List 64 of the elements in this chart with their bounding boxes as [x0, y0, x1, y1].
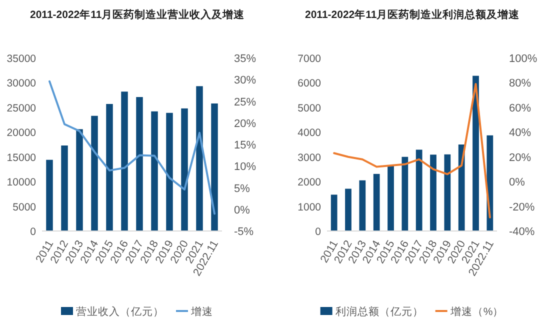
y-tick-label: 25000 [6, 102, 36, 114]
y2-tick-label: 40% [509, 127, 532, 140]
bar [402, 156, 408, 231]
chart-title: 2011-2022年11月医药制造业利润总额及增速 [305, 8, 521, 21]
legend-label: 增速（%） [449, 305, 504, 318]
bar [61, 145, 68, 231]
y-tick-label: 5000 [298, 102, 322, 114]
bar [151, 111, 158, 231]
bar [416, 150, 422, 231]
bar [359, 180, 366, 231]
bar [106, 104, 113, 231]
y-tick-label: 0 [30, 226, 36, 238]
bar [388, 166, 394, 231]
y-tick-label: 7000 [298, 53, 322, 65]
bar [330, 194, 338, 231]
bar [136, 97, 143, 231]
y2-tick-label: -40% [509, 226, 535, 238]
y2-tick-label: -5% [234, 226, 254, 238]
y2-tick-label: 35% [234, 53, 256, 65]
y2-tick-label: 25% [234, 96, 256, 108]
bar [46, 160, 53, 231]
legend-label: 营业收入（亿元） [76, 305, 164, 318]
y-tick-label: 1000 [298, 201, 322, 214]
bar [472, 76, 479, 231]
y2-tick-label: 20% [234, 118, 256, 130]
y2-tick-label: 60% [509, 102, 532, 114]
y-tick-label: 0 [315, 226, 322, 238]
y2-tick-label: 5% [234, 182, 250, 195]
y2-tick-label: 30% [234, 74, 256, 87]
bar [91, 116, 98, 231]
y2-tick-label: 100% [509, 53, 538, 65]
y-tick-label: 20000 [6, 127, 36, 140]
y-tick-label: 10000 [6, 176, 36, 189]
bar [373, 174, 380, 231]
y-tick-label: 35000 [6, 53, 36, 65]
line-series [48, 80, 216, 215]
y2-tick-label: 80% [509, 78, 532, 90]
y-tick-label: 5000 [12, 201, 36, 214]
y2-tick-label: 15% [234, 140, 256, 152]
y2-tick-label: 10% [234, 161, 256, 174]
bar [458, 144, 465, 231]
y-tick-label: 4000 [298, 127, 322, 140]
y-tick-label: 3000 [298, 152, 322, 164]
bar [345, 188, 352, 231]
chart-title: 2011-2022年11月医药制造业营业收入及增速 [30, 8, 246, 21]
y-tick-label: 15000 [6, 152, 36, 164]
legend-label: 利润总额（亿元） [335, 305, 424, 318]
bar [121, 92, 128, 231]
bar [430, 154, 436, 231]
y2-tick-label: -20% [509, 201, 535, 214]
bar [181, 108, 188, 231]
y2-tick-label: 0% [509, 176, 526, 189]
bar [76, 129, 83, 231]
y-tick-label: 30000 [6, 78, 36, 90]
y-tick-label: 6000 [298, 78, 322, 90]
line-series [333, 82, 491, 218]
legend-label: 增速 [190, 305, 213, 318]
bar [196, 86, 203, 231]
bar [166, 112, 173, 231]
bar [444, 154, 451, 231]
y2-tick-label: 20% [509, 152, 532, 164]
bar [211, 103, 218, 231]
y2-tick-label: 0% [234, 204, 250, 216]
y-tick-label: 2000 [298, 176, 322, 189]
